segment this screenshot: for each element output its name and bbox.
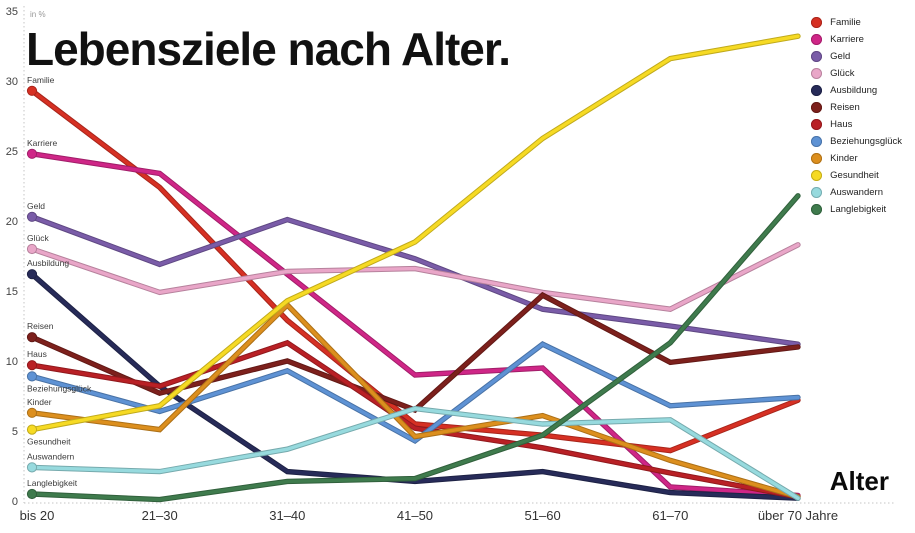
series-inline-label-karriere: Karriere (27, 138, 58, 148)
legend-dot-langlebigkeit (811, 204, 823, 215)
series-start-marker-glck (26, 243, 38, 255)
series-inline-label-familie: Familie (27, 75, 55, 85)
series-line-geld (30, 215, 800, 346)
legend-item-ausbildung: Ausbildung (811, 82, 902, 99)
series-inline-label-geld: Geld (27, 201, 45, 211)
legend-dot-karriere (811, 34, 823, 45)
y-tick-label: 5 (12, 426, 18, 438)
y-tick-label: 15 (6, 286, 18, 298)
series-line-familie (30, 89, 800, 453)
series-start-marker-ausbildung (26, 269, 38, 280)
series-line-kinder (30, 302, 800, 499)
y-tick-label: 10 (6, 356, 18, 368)
legend-item-karriere: Karriere (811, 31, 902, 48)
legend-dot-geld (811, 51, 823, 62)
legend-dot-auswandern (811, 187, 823, 198)
series-start-marker-langlebigkeit (26, 488, 38, 500)
series-inline-label-beziehungsglck: Beziehungsglück (27, 383, 92, 393)
series-inline-label-kinder: Kinder (27, 397, 52, 407)
legend-item-glck: Glück (811, 65, 902, 82)
series-inline-label-reisen: Reisen (27, 321, 54, 331)
x-tick-label: über 70 Jahre (758, 508, 838, 523)
y-tick-label: 30 (6, 76, 18, 88)
y-tick-label: 25 (6, 146, 18, 158)
legend-dot-gesundheit (811, 170, 823, 181)
series-line-gesundheit (30, 34, 800, 432)
legend-dot-ausbildung (811, 85, 823, 96)
legend-label-kinder: Kinder (830, 153, 858, 164)
series-line-auswandern (30, 406, 800, 500)
legend-label-karriere: Karriere (830, 34, 864, 45)
x-tick-label: 41–50 (397, 508, 433, 523)
page-title: Lebensziele nach Alter. (26, 23, 511, 75)
legend-item-geld: Geld (811, 48, 902, 65)
legend-label-langlebigkeit: Langlebigkeit (830, 204, 887, 215)
series-start-marker-familie (26, 85, 38, 96)
legend-dot-glck (811, 68, 823, 79)
legend-item-haus: Haus (811, 116, 902, 133)
legend-item-gesundheit: Gesundheit (811, 167, 902, 184)
legend-label-familie: Familie (830, 17, 861, 28)
series-start-marker-kinder (26, 407, 38, 418)
legend-item-auswandern: Auswandern (811, 184, 902, 201)
series-inline-label-haus: Haus (27, 349, 47, 359)
legend-item-beziehungsglck: Beziehungsglück (811, 133, 902, 150)
legend-label-haus: Haus (830, 119, 853, 130)
legend-label-beziehungsglck: Beziehungsglück (830, 136, 902, 147)
series-line-outline-glck (29, 242, 801, 312)
series-line-outline-gesundheit (29, 33, 801, 433)
legend-dot-haus (811, 119, 823, 130)
y-tick-label: 0 (12, 496, 18, 508)
legend-label-glck: Glück (830, 68, 855, 79)
legend-label-ausbildung: Ausbildung (830, 85, 878, 96)
series-start-marker-gesundheit (26, 424, 38, 435)
series-line-outline-kinder (29, 301, 801, 500)
legend-item-kinder: Kinder (811, 150, 902, 167)
series-line-haus (30, 340, 800, 499)
legend-label-geld: Geld (830, 51, 851, 62)
series-line-outline-reisen (29, 291, 801, 414)
series-line-reisen (30, 293, 800, 412)
legend-dot-reisen (811, 102, 823, 113)
series-inline-label-ausbildung: Ausbildung (27, 258, 69, 268)
x-tick-label: 31–40 (269, 508, 305, 523)
y-tick-label: 20 (6, 216, 18, 228)
series-inline-label-gesundheit: Gesundheit (27, 437, 71, 447)
legend: Familie Karriere Geld Glück Ausbildung Reisen… (811, 14, 902, 218)
x-tick-label: bis 20 (20, 508, 55, 523)
x-tick-label: 61–70 (652, 508, 688, 523)
series-inline-label-glck: Glück (27, 233, 49, 243)
legend-dot-kinder (811, 153, 823, 164)
series-start-marker-karriere (26, 148, 38, 159)
legend-label-reisen: Reisen (830, 102, 860, 113)
legend-label-gesundheit: Gesundheit (830, 170, 879, 181)
series-start-marker-auswandern (26, 462, 38, 473)
y-axis-unit-label: in % (30, 10, 46, 19)
legend-dot-beziehungsglck (811, 136, 823, 147)
series-line-karriere (30, 152, 800, 498)
legend-item-familie: Familie (811, 14, 902, 31)
series-start-marker-beziehungsglck (26, 371, 38, 382)
legend-item-langlebigkeit: Langlebigkeit (811, 201, 902, 218)
series-start-marker-reisen (26, 332, 38, 343)
x-tick-label: 21–30 (142, 508, 178, 523)
series-inline-label-auswandern: Auswandern (27, 451, 75, 461)
series-start-marker-geld (26, 211, 38, 222)
series-inline-label-langlebigkeit: Langlebigkeit (27, 478, 78, 488)
series-line-glck (30, 243, 800, 311)
x-tick-label: 51–60 (525, 508, 561, 523)
y-tick-label: 35 (6, 6, 18, 18)
x-axis-title: Alter (829, 466, 889, 496)
legend-label-auswandern: Auswandern (830, 187, 883, 198)
series-line-beziehungsglck (30, 342, 800, 443)
legend-item-reisen: Reisen (811, 99, 902, 116)
series-start-marker-haus (26, 360, 38, 371)
legend-dot-familie (811, 17, 823, 28)
series-line-langlebigkeit (30, 194, 800, 502)
